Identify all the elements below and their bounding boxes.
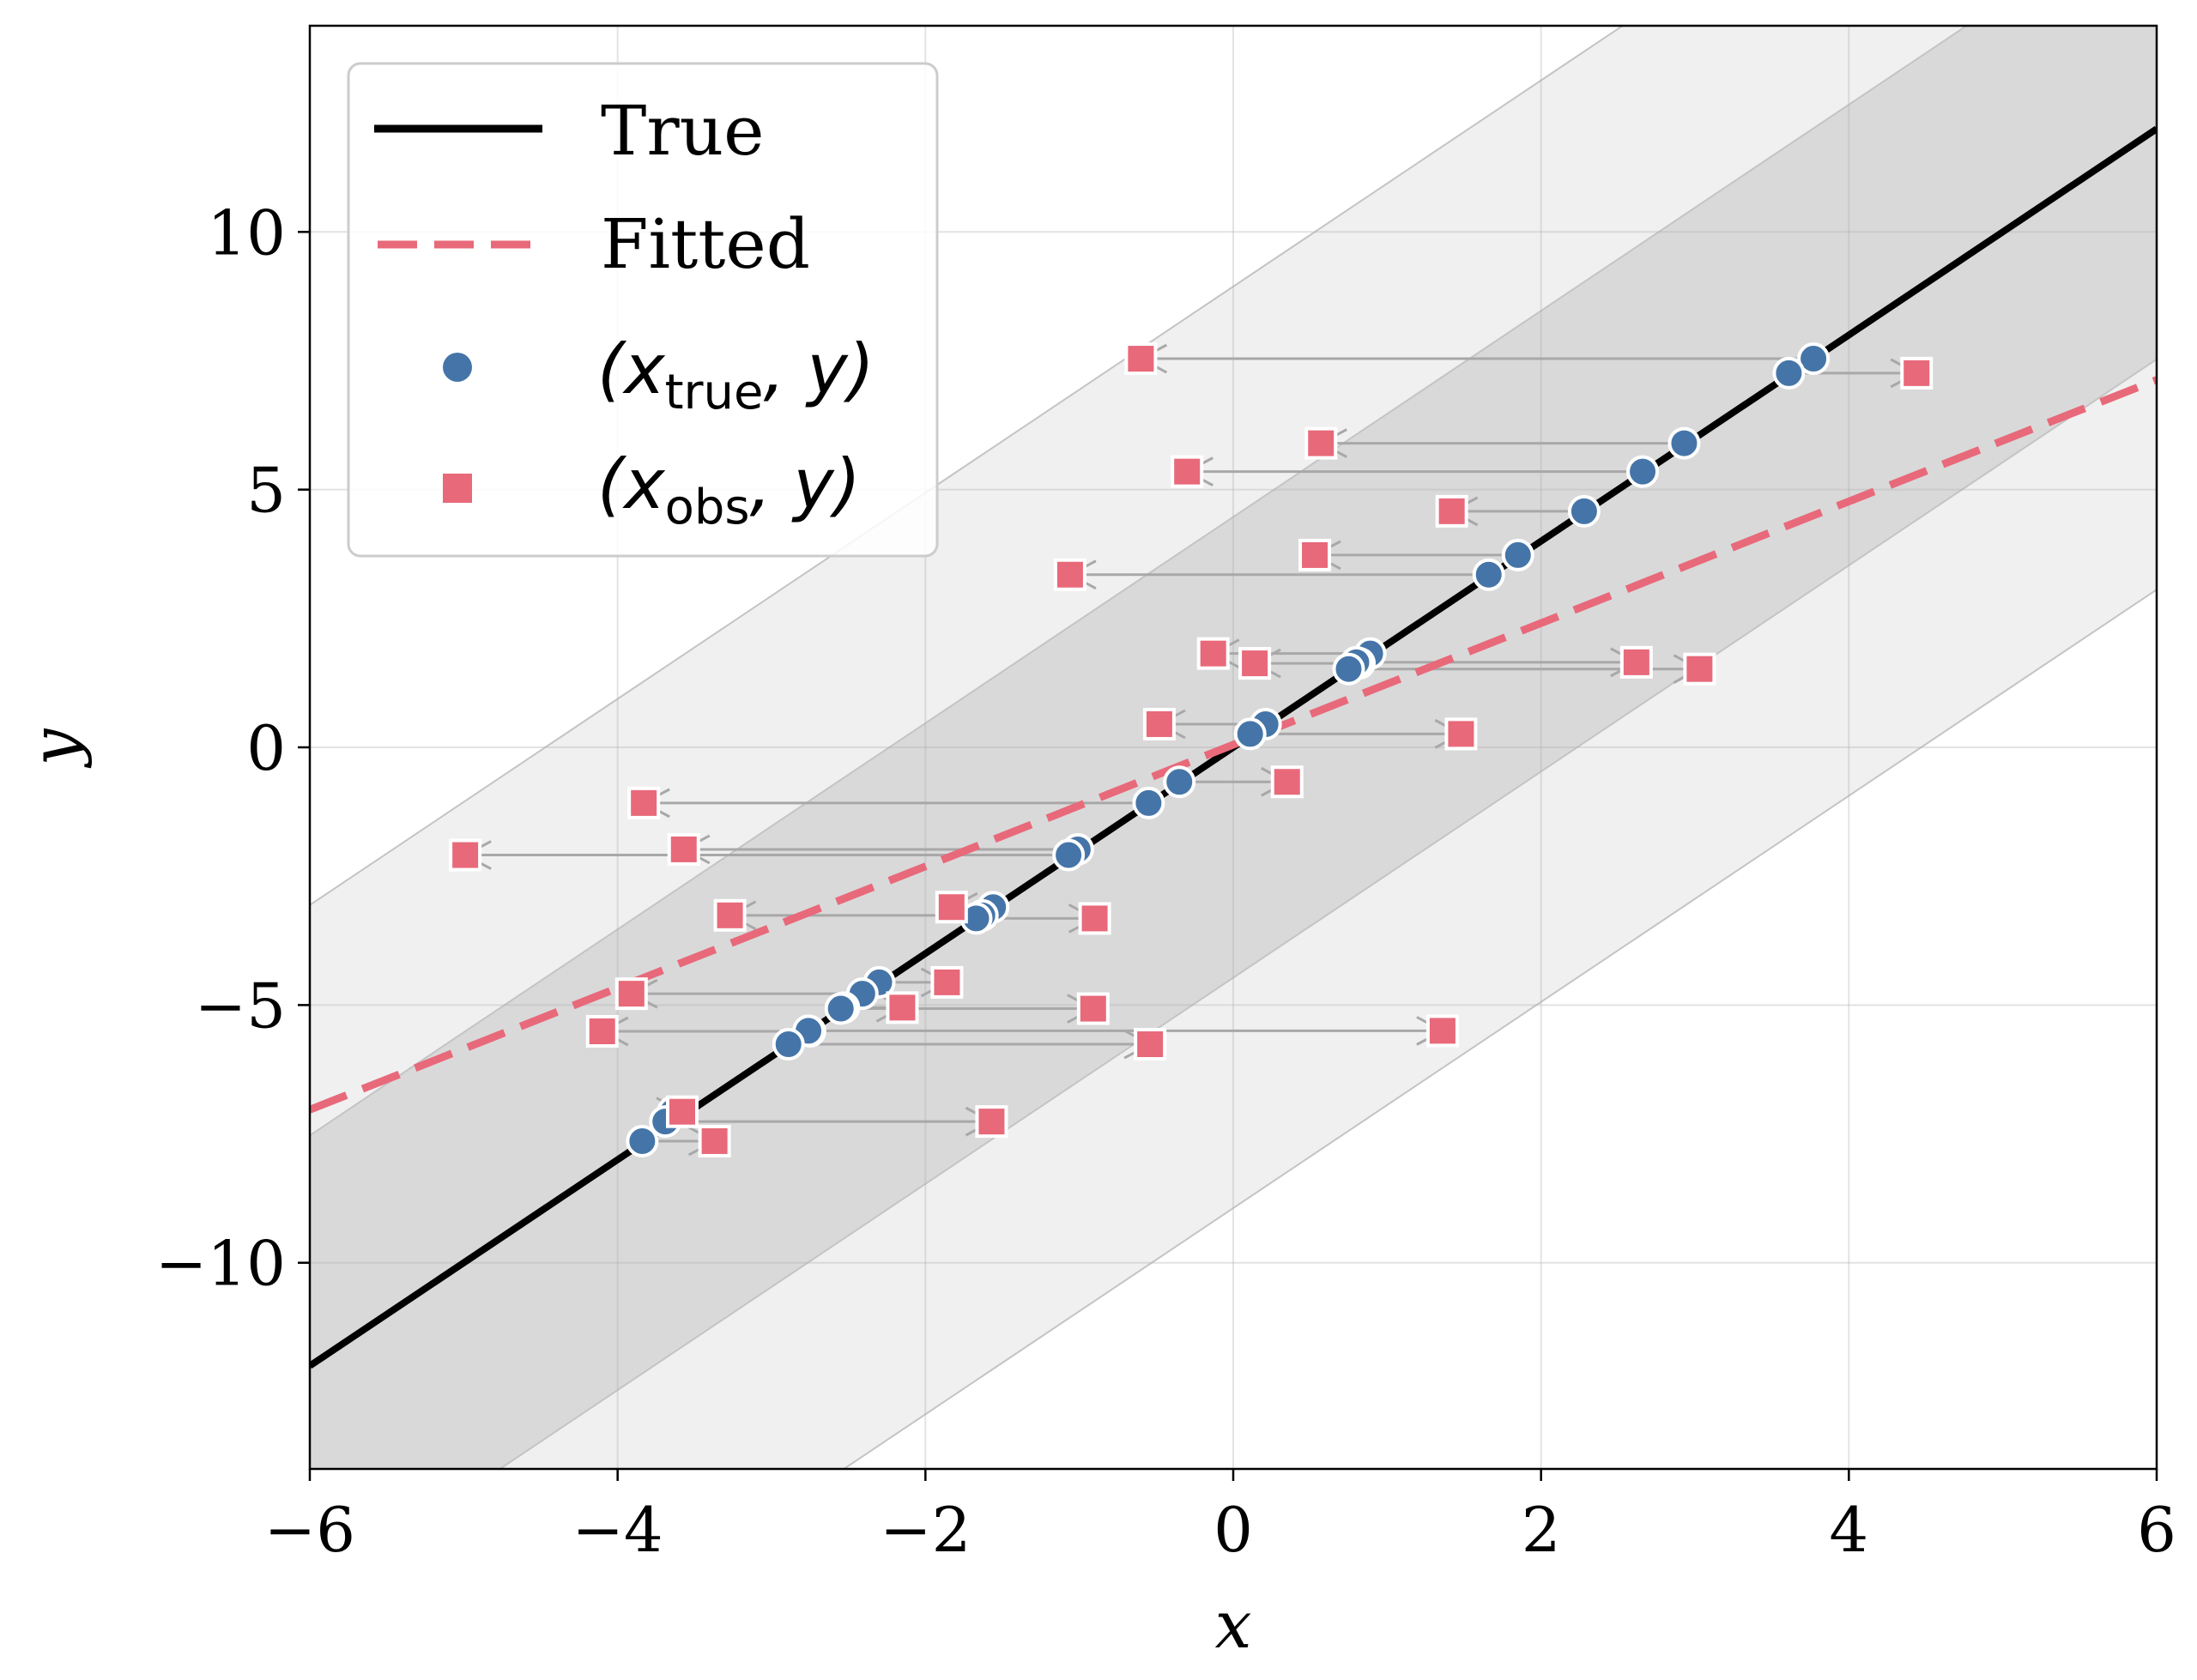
- true-point: [1163, 765, 1196, 799]
- observed-point: [1683, 652, 1716, 686]
- true-point: [1233, 717, 1267, 751]
- x-tick-label: 0: [1213, 1494, 1253, 1566]
- legend-obs-points-main: (x: [597, 444, 666, 524]
- y-axis-label: y: [16, 728, 93, 768]
- legend-circle-icon: [443, 353, 472, 382]
- observed-point: [1270, 765, 1304, 799]
- legend-square-icon: [443, 474, 472, 503]
- observed-point: [930, 965, 964, 999]
- y-tick-label: 10: [207, 196, 286, 269]
- observed-point: [614, 977, 648, 1011]
- true-points: [626, 342, 1831, 1157]
- observed-point: [1425, 1014, 1459, 1048]
- observed-point: [1304, 426, 1338, 460]
- legend-true-points-sub: true: [665, 365, 764, 420]
- observed-point: [1238, 647, 1272, 680]
- observed-point: [1298, 538, 1332, 571]
- true-point: [1332, 652, 1365, 686]
- legend-true-label: True: [601, 91, 764, 171]
- y-tick-label: 0: [246, 712, 286, 784]
- observed-point: [1900, 356, 1934, 390]
- x-axis-label: x: [1215, 1586, 1252, 1663]
- y-tick-label: −10: [155, 1228, 286, 1300]
- legend-obs-points-tail: , y): [750, 444, 861, 524]
- x-tick-label: 4: [1829, 1494, 1868, 1566]
- legend-true-points-tail: , y): [764, 329, 875, 409]
- true-point: [1052, 838, 1086, 872]
- true-point: [1472, 558, 1505, 591]
- observed-point: [1134, 1028, 1167, 1061]
- observed-point: [665, 1095, 699, 1128]
- observed-point: [886, 991, 919, 1024]
- observed-point: [935, 891, 968, 924]
- true-point: [1567, 494, 1601, 528]
- observed-point: [1124, 342, 1158, 376]
- observed-point: [1171, 455, 1204, 488]
- legend-obs-points-sub: obs: [665, 480, 750, 535]
- legend-true-points-main: (x: [597, 329, 666, 409]
- observed-point: [1435, 494, 1468, 528]
- y-tick-label: −5: [195, 970, 286, 1042]
- true-point: [1772, 356, 1806, 390]
- fitted-line: [310, 376, 2157, 1114]
- observed-point: [1053, 558, 1086, 591]
- x-tick-label: 6: [2137, 1494, 2176, 1566]
- observed-point: [698, 1124, 731, 1157]
- y-tick-label: 5: [246, 455, 286, 527]
- observed-point: [975, 1105, 1008, 1139]
- x-tick-label: −6: [264, 1494, 355, 1566]
- x-axis-ticks: −6 −4 −2 0 2 4 6: [264, 1469, 2176, 1566]
- observed-point: [1078, 902, 1111, 935]
- true-point: [1132, 786, 1165, 819]
- legend: True Fitted (xtrue, y) (xobs, y): [347, 62, 939, 558]
- legend-fitted-label: Fitted: [601, 204, 810, 284]
- observed-point: [1142, 707, 1176, 740]
- legend-box: [347, 62, 939, 558]
- y-axis-ticks: −10 −5 0 5 10: [155, 196, 310, 1300]
- observed-point: [1619, 645, 1653, 679]
- observed-point: [1196, 637, 1230, 670]
- legend-obs-points-label: (xobs, y): [597, 444, 861, 535]
- regression-lines: [310, 125, 2157, 1369]
- true-point: [626, 1124, 659, 1157]
- true-point: [1667, 426, 1701, 460]
- observed-point: [449, 838, 482, 872]
- true-point: [1501, 538, 1534, 571]
- observed-point: [1444, 717, 1478, 751]
- observed-point: [1076, 992, 1110, 1025]
- legend-true-points-label: (xtrue, y): [597, 329, 875, 420]
- true-point: [1626, 455, 1660, 488]
- x-tick-label: −4: [572, 1494, 663, 1566]
- true-point: [1797, 342, 1831, 376]
- observed-point: [627, 786, 661, 819]
- observed-point: [585, 1014, 619, 1048]
- true-point: [824, 992, 857, 1025]
- x-tick-label: 2: [1522, 1494, 1561, 1566]
- true-point: [772, 1028, 805, 1061]
- observed-point: [667, 832, 700, 866]
- x-tick-label: −2: [880, 1494, 971, 1566]
- observed-points: [449, 342, 1934, 1157]
- observed-point: [713, 898, 747, 932]
